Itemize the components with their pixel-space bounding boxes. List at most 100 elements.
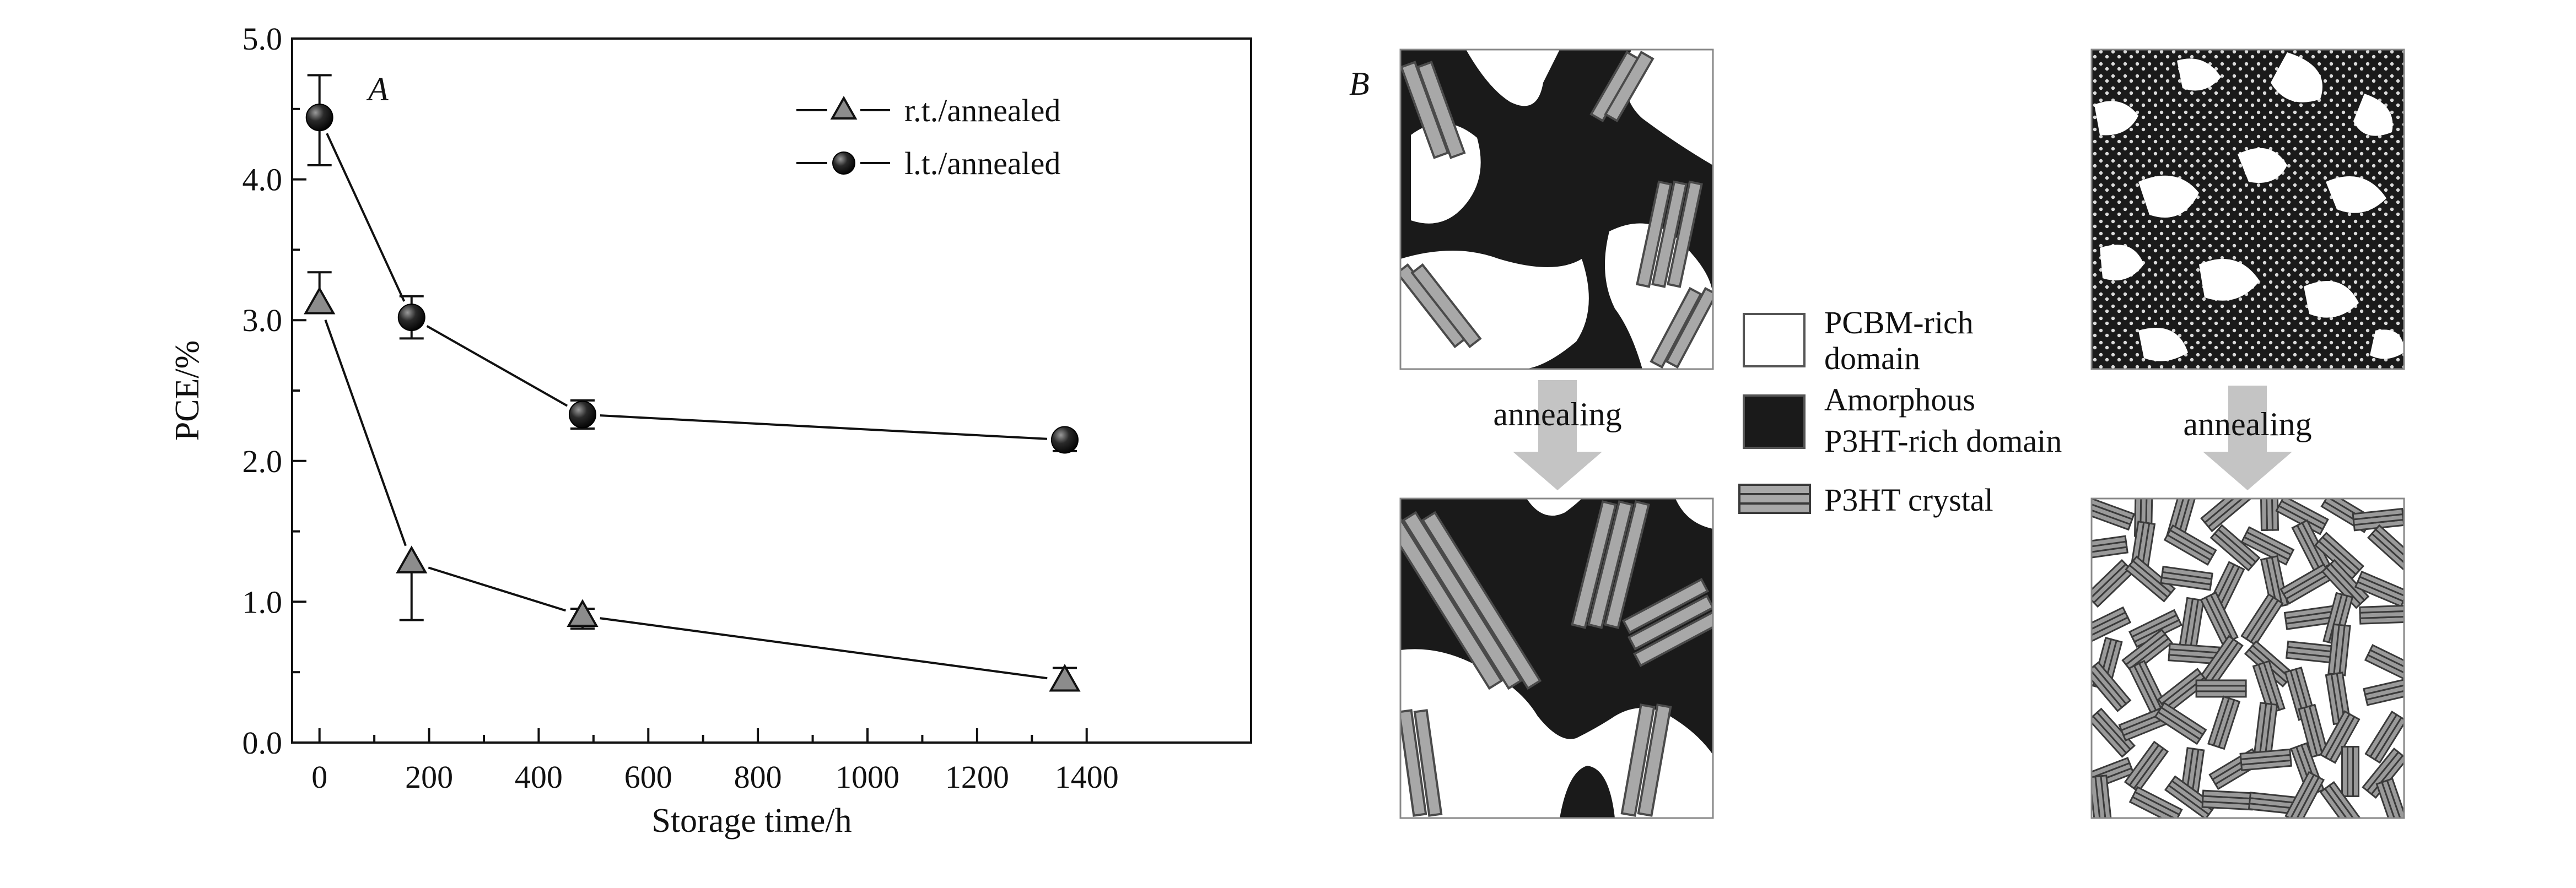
- crystal-rod: [2260, 499, 2268, 532]
- y-tick-label: 0.0: [242, 725, 283, 761]
- crystal-rod: [2279, 563, 2328, 595]
- legend-swatch-crystal: [1738, 484, 1811, 514]
- annealing-label-right: annealing: [2183, 406, 2311, 442]
- y-tick-label: 5.0: [242, 21, 283, 57]
- crystal-rod: [2092, 668, 2124, 712]
- x-axis-ticks: 0 200 400 600 800 1000 1200 1400: [311, 728, 1119, 795]
- crystal-bundle: [2154, 701, 2207, 745]
- data-point-sphere: [1050, 426, 1079, 454]
- crystal-bundle: [2163, 524, 2217, 566]
- frame-after-left: [1399, 497, 1714, 819]
- y-axis-ticks: 0.0 1.0 2.0 3.0 4.0 5.0: [242, 21, 306, 761]
- crystal-bundle: [2325, 672, 2351, 725]
- crystal-rod: [2362, 747, 2400, 792]
- x-tick-label: 600: [624, 759, 672, 795]
- crystal-bundle: [2283, 605, 2337, 630]
- crystal-bundle: [2201, 789, 2254, 811]
- crystal-rod: [2240, 593, 2275, 640]
- crystal-bundle: [2207, 695, 2241, 750]
- crystal-bundle: [2279, 563, 2334, 605]
- morphology-before-right: [2092, 50, 2404, 369]
- x-tick-label: 400: [515, 759, 563, 795]
- crystal-rod: [2163, 534, 2212, 566]
- crystal-bundle: [2239, 748, 2292, 771]
- crystal-rod: [2092, 559, 2127, 600]
- crystal-rod: [2325, 673, 2341, 725]
- legend-label-amorphous-2: P3HT-rich domain: [1824, 423, 2062, 459]
- morphology-schematic: B: [1349, 48, 2405, 819]
- crystal-rod: [2239, 748, 2292, 760]
- legend-label-pcbm-2: domain: [1824, 340, 1920, 376]
- crystal-bundle: [2092, 535, 2128, 561]
- x-tick-label: 1400: [1055, 759, 1119, 795]
- legend-label: l.t./annealed: [904, 145, 1060, 181]
- crystal-rod: [2092, 535, 2127, 550]
- x-axis-label: Storage time/h: [651, 802, 852, 840]
- annealing-arrow-left: [1513, 380, 1602, 490]
- crystal-bundle: [2285, 640, 2338, 664]
- legend-item: l.t./annealed: [796, 145, 1060, 181]
- crystal-rod: [2195, 690, 2247, 698]
- x-tick-label: 1200: [945, 759, 1009, 795]
- morphology-after-left: [1400, 499, 1713, 818]
- crystal-rod: [2157, 668, 2202, 705]
- crystal-bundle: [2240, 593, 2284, 646]
- crystal-rod: [2092, 776, 2101, 818]
- crystal-rod: [2209, 532, 2254, 572]
- crystal-bundle: [2178, 597, 2205, 651]
- crystal-bundle: [2375, 777, 2404, 818]
- crystal-rod: [2200, 499, 2244, 524]
- crystal-bundle: [2341, 745, 2360, 797]
- series-line-segment: [326, 133, 406, 302]
- crystal-rod: [2364, 654, 2404, 683]
- crystal-rod: [2092, 756, 2131, 782]
- series-lt-annealed: [305, 74, 1079, 454]
- y-tick-label: 4.0: [242, 162, 283, 198]
- legend-marker: [830, 95, 858, 120]
- crystal-bundle: [2314, 532, 2364, 580]
- crystal-bundle: [2092, 775, 2112, 818]
- y-axis-label: PCE/%: [169, 340, 206, 441]
- annealing-label-left: annealing: [1493, 396, 1621, 432]
- legend-label: r.t./annealed: [904, 93, 1060, 128]
- crystal-rod: [2207, 695, 2230, 747]
- x-tick-label: 800: [734, 759, 782, 795]
- crystal-rod: [2125, 564, 2169, 603]
- frame-after-right: [2090, 497, 2405, 819]
- crystal-rod: [2363, 676, 2404, 696]
- series-line-segment: [600, 617, 1048, 680]
- crystal-rod: [2375, 781, 2400, 818]
- data-point-sphere: [305, 104, 333, 132]
- panel-a-label: A: [366, 71, 389, 107]
- crystal-rod: [2160, 576, 2212, 591]
- crystal-rod: [2298, 706, 2318, 759]
- legend-item: r.t./annealed: [796, 93, 1060, 128]
- panel-b-label: B: [1349, 66, 1370, 102]
- data-point-sphere: [397, 304, 425, 332]
- legend-marker: [832, 151, 855, 175]
- legend-label-amorphous-1: Amorphous: [1824, 382, 1975, 418]
- crystal-bundle: [2260, 499, 2279, 532]
- crystal-rod: [2359, 604, 2404, 614]
- plot-frame: [291, 37, 1252, 744]
- crystal-rod: [2341, 745, 2349, 797]
- crystal-bundle: [2160, 565, 2213, 591]
- crystal-bundle: [2209, 524, 2261, 572]
- pce-chart: 0 200 400 600 800 1000 1200 1400 0.0 1.0 2.0 3.0 4.…: [169, 21, 1252, 840]
- y-tick-label: 3.0: [242, 302, 283, 338]
- y-tick-label: 2.0: [242, 443, 283, 479]
- crystal-bundle: [2252, 660, 2286, 714]
- crystal-rod: [2124, 740, 2160, 787]
- series-line-segment: [600, 414, 1048, 440]
- x-tick-label: 0: [311, 759, 327, 795]
- data-point-triangle: [1049, 664, 1081, 692]
- crystal-bundle: [2254, 702, 2278, 755]
- crystal-bundle: [2121, 629, 2173, 675]
- crystal-rod: [2121, 629, 2167, 666]
- crystal-rod: [2352, 507, 2404, 521]
- morphology-before-left: [1400, 50, 1713, 369]
- crystal-bundle: [2168, 643, 2221, 665]
- crystal-bundle: [2364, 644, 2404, 683]
